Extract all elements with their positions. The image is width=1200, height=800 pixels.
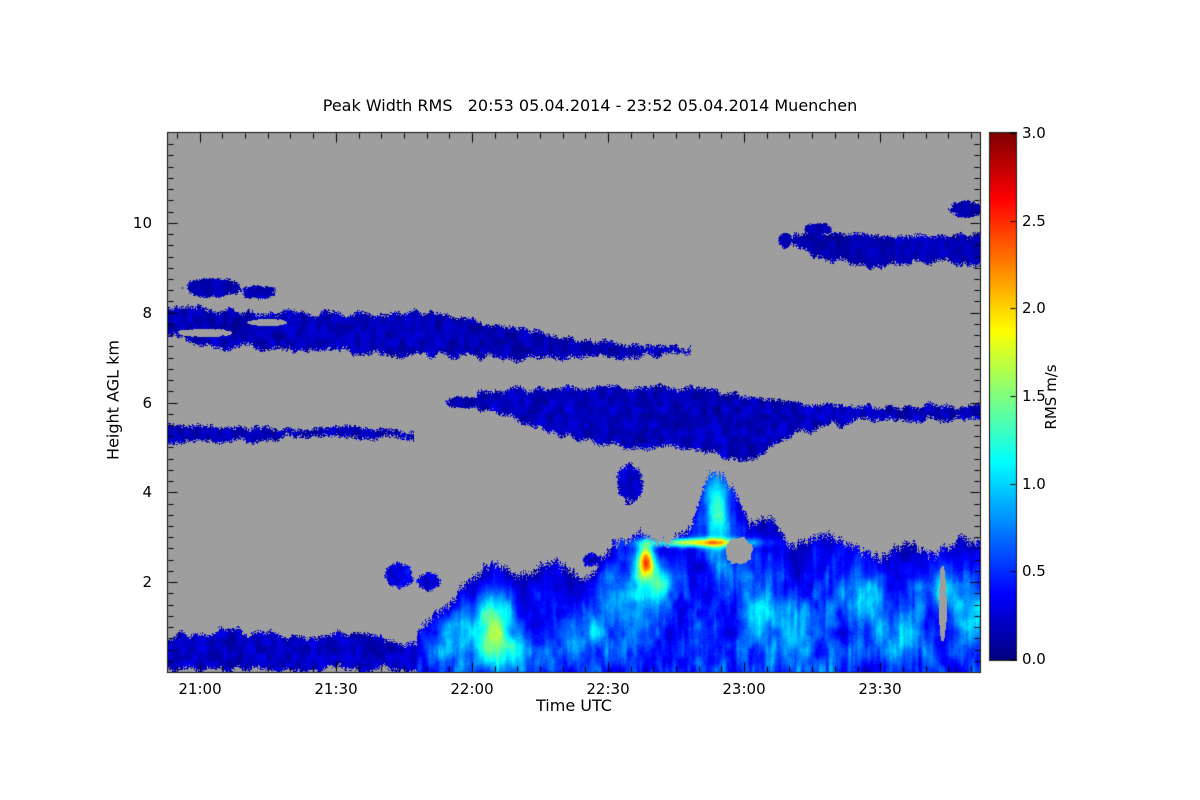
colorbar-tick-label: 1.0	[1022, 475, 1046, 493]
x-tick-label: 21:00	[178, 680, 222, 698]
x-tick-label: 23:00	[722, 680, 766, 698]
x-tick-label: 22:30	[586, 680, 630, 698]
colorbar-tick-label: 2.0	[1022, 299, 1046, 317]
heatmap-canvas	[168, 133, 980, 672]
colorbar	[990, 133, 1016, 660]
y-tick-label: 10	[132, 214, 152, 232]
y-tick-label: 2	[142, 573, 152, 591]
x-tick-label: 22:00	[450, 680, 494, 698]
colorbar-tick-label: 0.0	[1022, 650, 1046, 668]
y-tick-label: 6	[142, 394, 152, 412]
y-tick-label: 8	[142, 304, 152, 322]
y-tick-label: 4	[142, 483, 152, 501]
colorbar-tick-label: 3.0	[1022, 124, 1046, 142]
colorbar-tick-label: 2.5	[1022, 212, 1046, 230]
colorbar-tick-label: 0.5	[1022, 562, 1046, 580]
x-tick-label: 21:30	[314, 680, 358, 698]
chart-title: Peak Width RMS 20:53 05.04.2014 - 23:52 …	[322, 96, 858, 115]
colorbar-tick-label: 1.5	[1022, 387, 1046, 405]
x-axis-label: Time UTC	[536, 696, 612, 715]
x-tick-label: 23:30	[858, 680, 902, 698]
